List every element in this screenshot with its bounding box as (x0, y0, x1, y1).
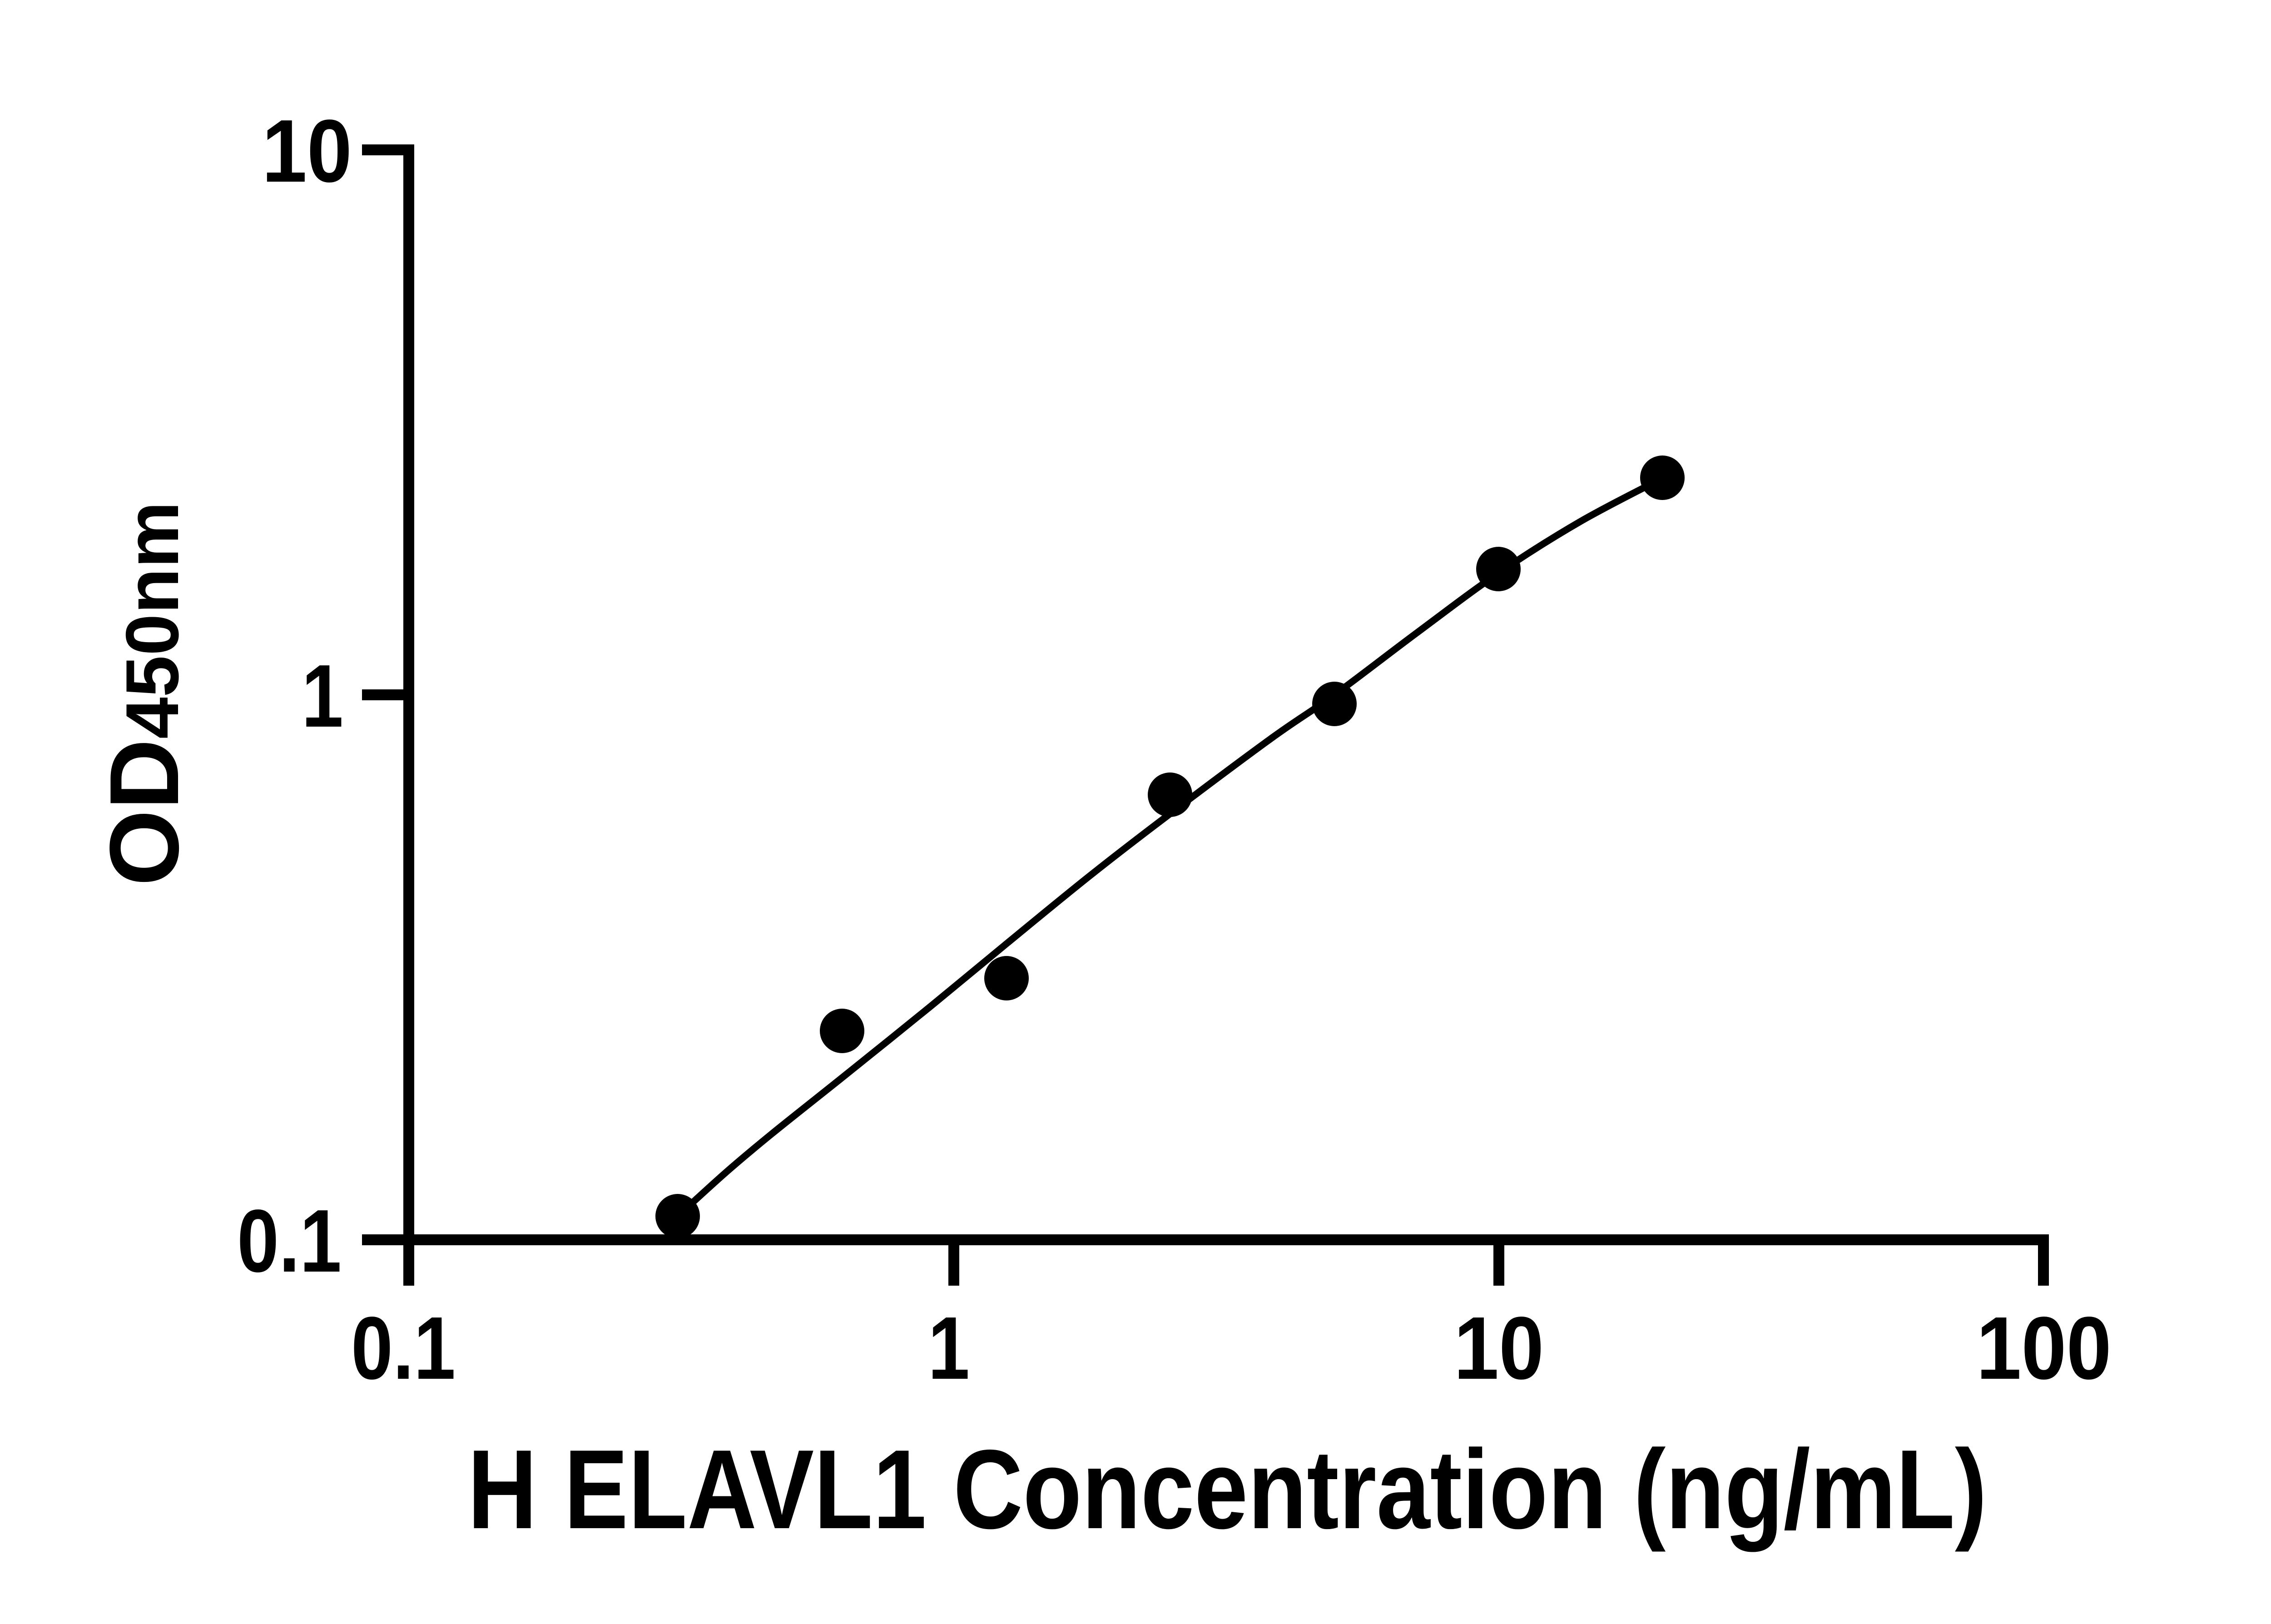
svg-text:10: 10 (1454, 1298, 1544, 1398)
svg-text:1: 1 (928, 1299, 970, 1398)
svg-text:10: 10 (262, 101, 352, 201)
svg-text:1: 1 (302, 647, 343, 746)
svg-text:100: 100 (1976, 1298, 2112, 1398)
svg-text:OD450nm: OD450nm (89, 501, 199, 886)
svg-text:0.1: 0.1 (351, 1299, 456, 1398)
svg-text:0.1: 0.1 (237, 1192, 342, 1291)
svg-text:H ELAVL1 Concentration (ng/mL): H ELAVL1 Concentration (ng/mL) (467, 1426, 1987, 1552)
